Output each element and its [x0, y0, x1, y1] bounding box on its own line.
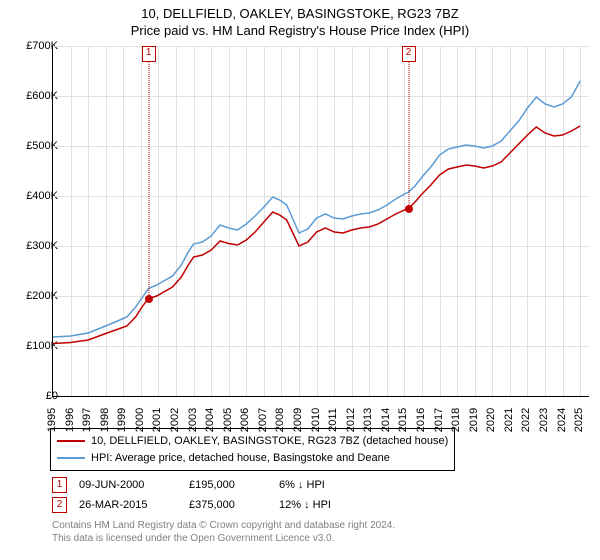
- below-chart: 10, DELLFIELD, OAKLEY, BASINGSTOKE, RG23…: [44, 428, 584, 545]
- marker-vline: [148, 60, 149, 299]
- legend-item-property: 10, DELLFIELD, OAKLEY, BASINGSTOKE, RG23…: [57, 433, 448, 450]
- legend-swatch-property: [57, 440, 85, 442]
- legend: 10, DELLFIELD, OAKLEY, BASINGSTOKE, RG23…: [50, 428, 455, 471]
- chart-plot-area: 12: [52, 46, 589, 397]
- sale-date-2: 26-MAR-2015: [79, 499, 189, 511]
- sale-marker-1: 1: [52, 477, 67, 493]
- sales-table: 1 09-JUN-2000 £195,000 6% ↓ HPI 2 26-MAR…: [52, 477, 584, 513]
- page-subtitle: Price paid vs. HM Land Registry's House …: [0, 23, 600, 40]
- copyright: Contains HM Land Registry data © Crown c…: [52, 519, 584, 545]
- y-axis-label: £200K: [8, 290, 58, 302]
- copyright-line-2: This data is licensed under the Open Gov…: [52, 532, 584, 545]
- legend-swatch-hpi: [57, 457, 85, 459]
- y-axis-label: £700K: [8, 40, 58, 52]
- sale-diff-2: 12% ↓ HPI: [279, 499, 331, 511]
- sale-date-1: 09-JUN-2000: [79, 479, 189, 491]
- marker-box-1: 1: [142, 46, 156, 62]
- y-axis-label: £100K: [8, 340, 58, 352]
- y-axis-label: £500K: [8, 140, 58, 152]
- marker-box-2: 2: [402, 46, 416, 62]
- sale-marker-2: 2: [52, 497, 67, 513]
- marker-vline: [408, 60, 409, 209]
- series-line-hpi: [53, 81, 580, 337]
- sale-price-2: £375,000: [189, 499, 279, 511]
- page-title: 10, DELLFIELD, OAKLEY, BASINGSTOKE, RG23…: [0, 0, 600, 23]
- y-axis-label: £400K: [8, 190, 58, 202]
- marker-dot-2: [405, 205, 413, 213]
- y-axis-label: £0: [8, 390, 58, 402]
- sale-price-1: £195,000: [189, 479, 279, 491]
- legend-item-hpi: HPI: Average price, detached house, Basi…: [57, 450, 448, 467]
- y-axis-label: £600K: [8, 90, 58, 102]
- marker-dot-1: [145, 295, 153, 303]
- y-axis-label: £300K: [8, 240, 58, 252]
- sale-row-1: 1 09-JUN-2000 £195,000 6% ↓ HPI: [52, 477, 584, 493]
- copyright-line-1: Contains HM Land Registry data © Crown c…: [52, 519, 584, 532]
- legend-label-property: 10, DELLFIELD, OAKLEY, BASINGSTOKE, RG23…: [91, 433, 448, 450]
- sale-row-2: 2 26-MAR-2015 £375,000 12% ↓ HPI: [52, 497, 584, 513]
- chart-lines-svg: [53, 46, 589, 396]
- sale-diff-1: 6% ↓ HPI: [279, 479, 325, 491]
- legend-label-hpi: HPI: Average price, detached house, Basi…: [91, 450, 390, 467]
